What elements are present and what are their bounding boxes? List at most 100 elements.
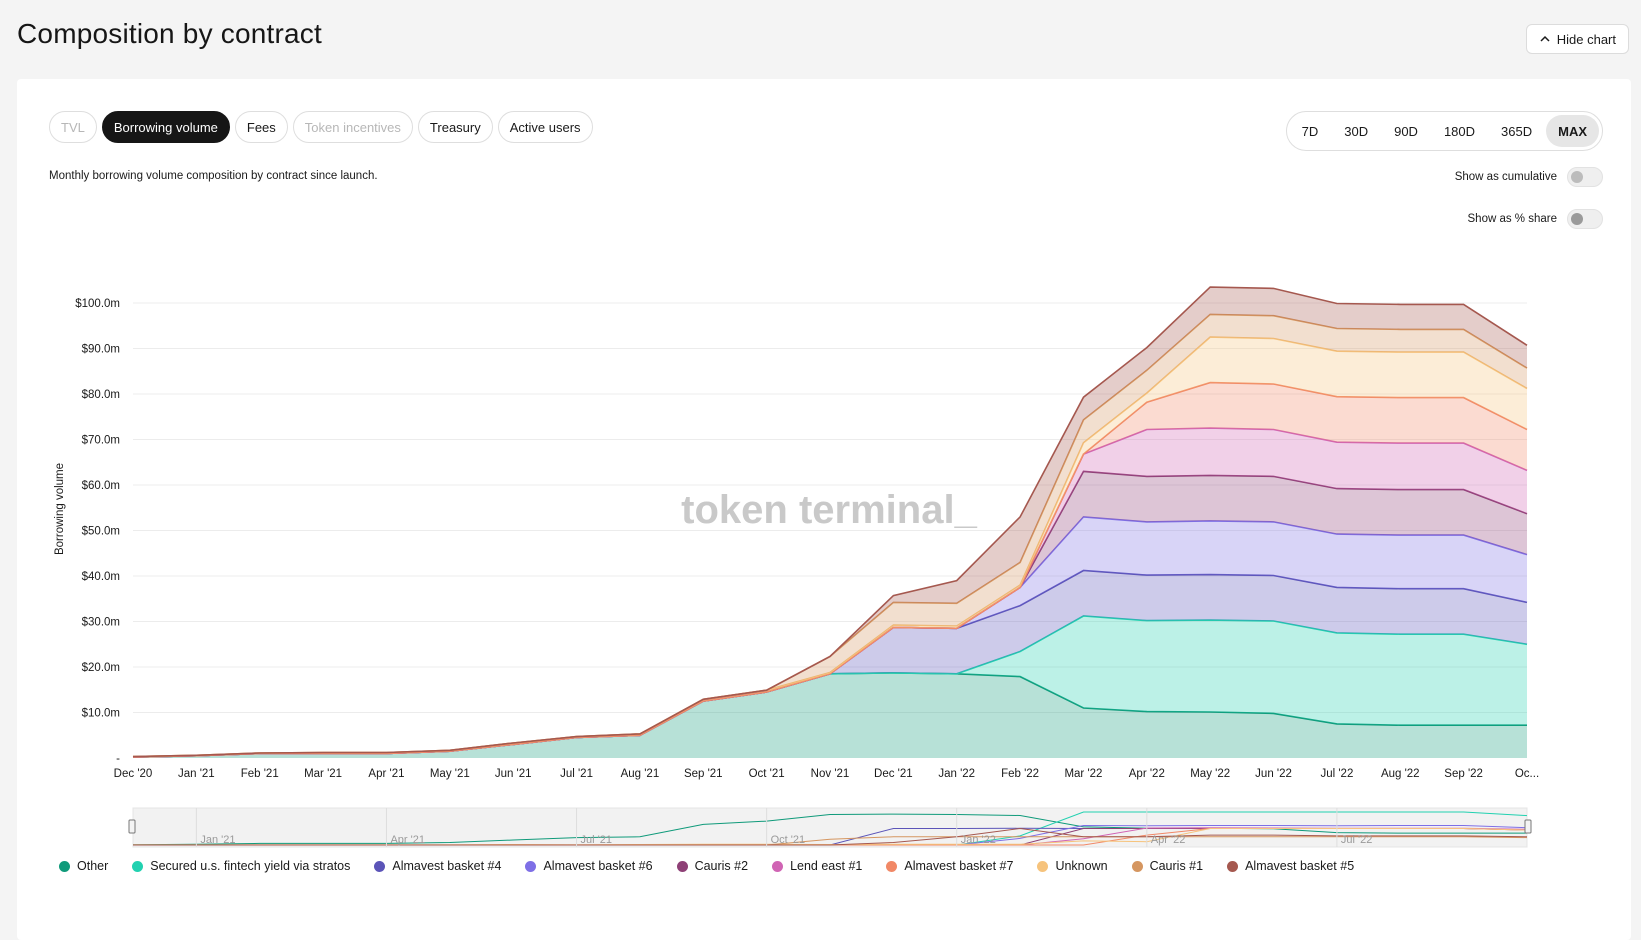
x-tick-label: Dec '20 — [114, 768, 153, 780]
chart-legend: Other Secured u.s. fintech yield via stra… — [59, 859, 1354, 873]
legend-label: Cauris #2 — [694, 859, 749, 873]
y-tick-label: $70.0m — [82, 435, 120, 447]
hide-chart-button[interactable]: Hide chart — [1525, 24, 1629, 54]
navigator-label: Apr '22 — [1151, 834, 1186, 846]
x-tick-label: Apr '22 — [1129, 768, 1165, 780]
share-toggle[interactable] — [1567, 209, 1603, 229]
legend-item[interactable]: Unknown — [1037, 859, 1108, 873]
cumulative-toggle[interactable] — [1567, 167, 1603, 187]
legend-dot-icon — [1227, 860, 1239, 872]
x-tick-label: Apr '21 — [368, 768, 404, 780]
legend-item[interactable]: Almavest basket #5 — [1227, 859, 1354, 873]
line-almavest-basket-7 — [132, 381, 1528, 758]
share-toggle-row: Show as % share — [1467, 209, 1603, 229]
chart-card: TVL Borrowing volume Fees Token incentiv… — [17, 79, 1631, 940]
tab-token-incentives[interactable]: Token incentives — [292, 111, 413, 143]
area-almavest-basket-7 — [133, 382, 1527, 758]
toggle-knob — [1571, 171, 1583, 183]
navigator-line — [132, 813, 1527, 846]
watermark: token terminal_ — [681, 488, 977, 532]
x-tick-label: Jul '22 — [1320, 768, 1353, 780]
legend-label: Cauris #1 — [1149, 859, 1204, 873]
x-tick-label: Jan '22 — [938, 768, 975, 780]
legend-dot-icon — [1131, 860, 1143, 872]
navigator-handle-left — [128, 819, 136, 834]
legend-dot-icon — [525, 860, 537, 872]
range-180d[interactable]: 180D — [1443, 123, 1476, 139]
x-tick-label: Sep '21 — [684, 768, 723, 780]
tab-tvl[interactable]: TVL — [49, 111, 97, 143]
x-tick-label: Aug '22 — [1381, 768, 1420, 780]
range-365d[interactable]: 365D — [1501, 123, 1533, 139]
navigator-track — [132, 807, 1528, 848]
y-tick-label: $60.0m — [82, 480, 120, 492]
legend-label: Unknown — [1055, 859, 1108, 873]
navigator-label: Jan '21 — [200, 834, 235, 846]
x-tick-label: May '21 — [430, 768, 470, 780]
x-tick-label: Nov '21 — [811, 768, 850, 780]
tab-treasury[interactable]: Treasury — [417, 111, 493, 143]
navigator-label: Jul '21 — [581, 834, 612, 846]
legend-item[interactable]: Almavest basket #4 — [374, 859, 501, 873]
y-tick-label: $50.0m — [82, 526, 120, 538]
page-title: Composition by contract — [17, 18, 322, 49]
x-tick-label: Oct '21 — [749, 768, 785, 780]
legend-dot-icon — [886, 860, 898, 872]
legend-item[interactable]: Secured u.s. fintech yield via stratos — [132, 859, 350, 873]
x-tick-label: Feb '21 — [241, 768, 279, 780]
legend-dot-icon — [132, 860, 144, 872]
metric-tabs: TVL Borrowing volume Fees Token incentiv… — [49, 111, 593, 143]
range-30d[interactable]: 30D — [1344, 123, 1369, 139]
legend-dot-icon — [59, 860, 70, 872]
legend-label: Almavest basket #4 — [392, 859, 502, 873]
legend-item[interactable]: Cauris #2 — [676, 859, 749, 873]
x-tick-label: Aug '21 — [621, 768, 660, 780]
x-tick-label: Jan '21 — [178, 768, 215, 780]
legend-label: Almavest basket #7 — [904, 859, 1014, 873]
range-7d[interactable]: 7D — [1301, 123, 1319, 139]
legend-item[interactable]: Lend east #1 — [772, 859, 862, 873]
legend-label: Almavest basket #6 — [543, 859, 653, 873]
y-axis-label: Borrowing volume — [54, 463, 66, 555]
y-tick-label: $100.0m — [75, 298, 120, 310]
share-toggle-label: Show as % share — [1467, 213, 1558, 225]
navigator-label: Oct '21 — [771, 834, 806, 846]
navigator-label: Jan '22 — [961, 834, 996, 846]
chevron-up-icon — [1540, 35, 1550, 42]
legend-item[interactable]: Almavest basket #7 — [886, 859, 1013, 873]
toggle-knob — [1571, 213, 1583, 225]
navigator-line — [133, 827, 1528, 846]
stacked-area-chart: - $10.0m $20.0m $30.0m $40.0m $50.0m $60.0m $70… — [54, 286, 1539, 848]
area-almavest-basket-6 — [133, 516, 1527, 758]
navigator-handle-right — [1524, 819, 1532, 834]
x-tick-label: Mar '22 — [1064, 768, 1102, 780]
x-tick-label: Sep '22 — [1444, 768, 1483, 780]
x-tick-label: Jun '21 — [495, 768, 532, 780]
legend-label: Almavest basket #5 — [1245, 859, 1355, 873]
x-tick-label: May '22 — [1190, 768, 1230, 780]
legend-dot-icon — [374, 860, 386, 872]
tab-fees[interactable]: Fees — [234, 111, 288, 143]
y-tick-label: $40.0m — [82, 571, 120, 583]
legend-label: Other — [77, 859, 109, 873]
area-cauris-1 — [133, 314, 1527, 757]
y-tick-label: $10.0m — [82, 708, 120, 720]
legend-dot-icon — [1037, 860, 1049, 872]
y-tick-label: $30.0m — [82, 617, 120, 629]
legend-item[interactable]: Cauris #1 — [1131, 859, 1204, 873]
x-tick-label: Mar '21 — [304, 768, 342, 780]
navigator-label: Jul '22 — [1341, 834, 1372, 846]
time-range-selector: 7D 30D 90D 180D 365D MAX — [1285, 111, 1603, 151]
range-max[interactable]: MAX — [1546, 115, 1599, 147]
x-tick-label: Oc... — [1515, 768, 1539, 780]
navigator-label: Apr '21 — [390, 834, 425, 846]
hide-chart-label: Hide chart — [1556, 31, 1616, 47]
legend-item[interactable]: Other — [59, 859, 108, 873]
x-tick-label: Feb '22 — [1001, 768, 1039, 780]
legend-item[interactable]: Almavest basket #6 — [525, 859, 653, 873]
range-90d[interactable]: 90D — [1394, 123, 1418, 139]
tab-borrowing-volume[interactable]: Borrowing volume — [101, 111, 230, 143]
tab-active-users[interactable]: Active users — [497, 111, 593, 143]
area-lend-east-1 — [133, 428, 1527, 758]
x-tick-label: Jul '21 — [560, 768, 593, 780]
